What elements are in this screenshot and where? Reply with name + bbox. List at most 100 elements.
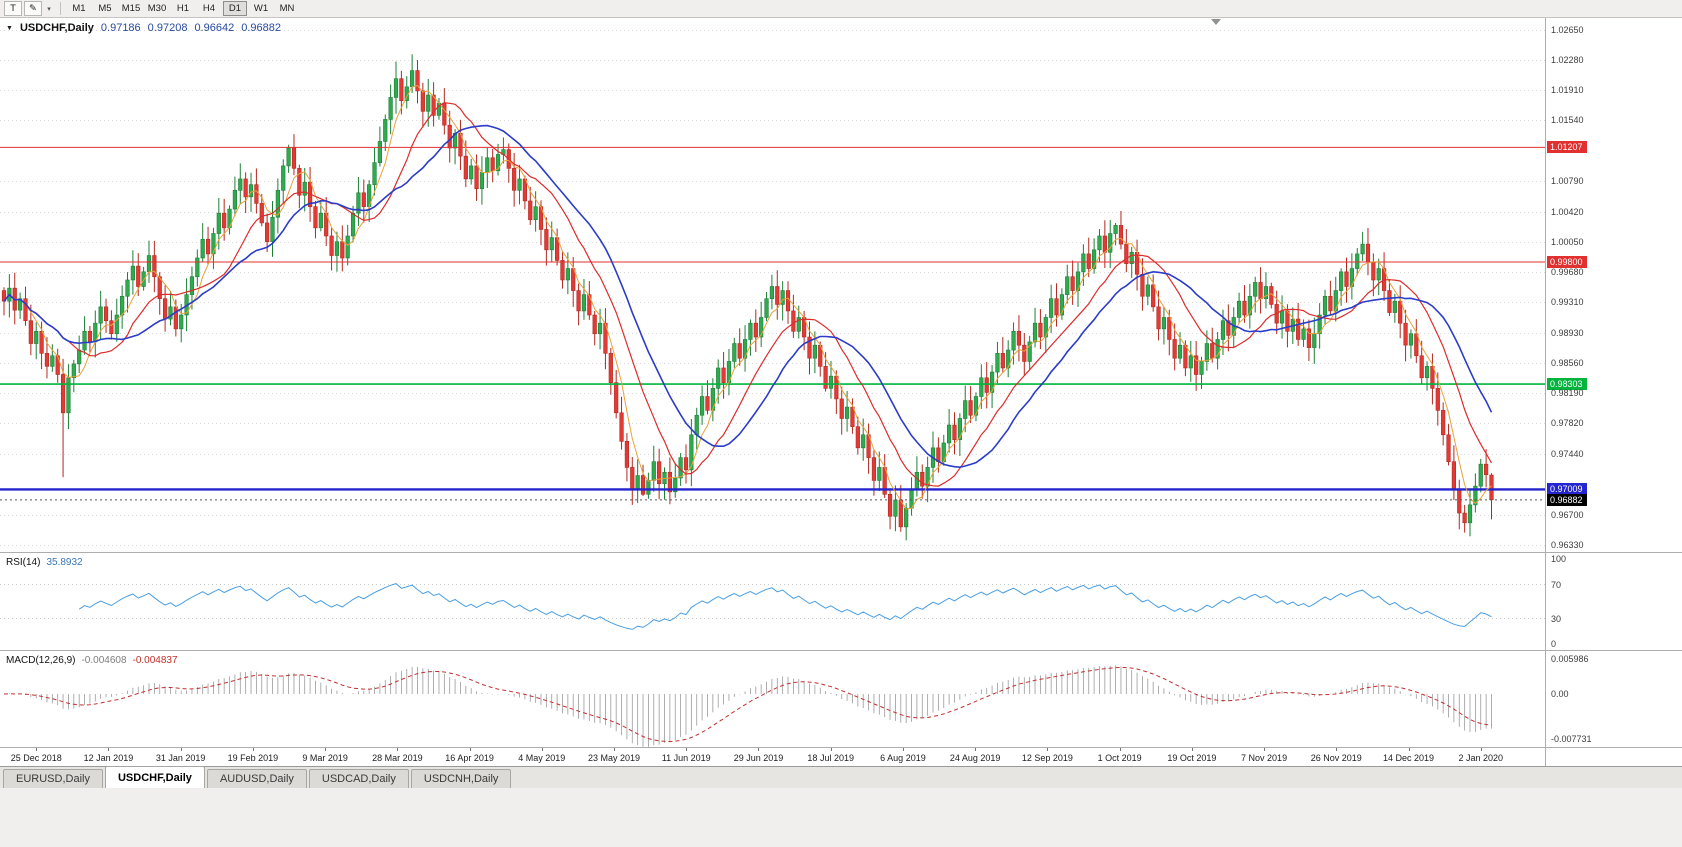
price-axis-label: 0.98190 (1551, 388, 1584, 399)
tools-dropdown-button[interactable]: ▾ (47, 5, 51, 13)
rsi-value: 35.8932 (46, 557, 83, 568)
period-button-m5[interactable]: M5 (98, 3, 112, 14)
level-price-label: 0.97009 (1547, 483, 1587, 496)
rsi-panel-canvas[interactable] (0, 553, 1545, 650)
time-axis-label: 7 Nov 2019 (1241, 753, 1288, 763)
period-button-h1[interactable]: H1 (176, 3, 190, 14)
tab-usdcad[interactable]: USDCAD,Daily (308, 769, 409, 788)
price-chart-canvas[interactable] (0, 18, 1545, 552)
macd-axis-label: -0.007731 (1551, 734, 1592, 745)
drawing-tools-button[interactable]: ✎ (24, 1, 42, 16)
time-axis-tick (902, 748, 904, 751)
time-axis-label: 11 Jun 2019 (661, 753, 711, 763)
time-axis-tick (686, 748, 688, 751)
macd-main-value: -0.004608 (81, 655, 127, 666)
chart-shift-marker (1211, 19, 1221, 25)
chart-tab-bar: EURUSD,Daily USDCHF,Daily AUDUSD,Daily USDC… (0, 766, 1682, 788)
time-axis-tick (1480, 748, 1482, 751)
time-axis-label: 4 May 2019 (518, 753, 566, 763)
level-price-label: 1.01207 (1547, 141, 1587, 154)
time-axis-label: 19 Oct 2019 (1167, 753, 1217, 763)
time-axis-label: 26 Nov 2019 (1310, 753, 1362, 763)
price-axis-label: 0.97440 (1551, 449, 1584, 460)
time-axis-tick (541, 748, 543, 751)
price-axis-label: 1.00050 (1551, 236, 1584, 247)
time-axis[interactable]: 25 Dec 2018 12 Jan 2019 31 Jan 2019 19 Feb … (0, 748, 1545, 766)
level-price-label: 0.98303 (1547, 378, 1587, 391)
ohlc-close: 0.96882 (241, 22, 281, 34)
period-button-m1[interactable]: M1 (72, 3, 86, 14)
time-axis-label: 2 Jan 2020 (1458, 753, 1504, 763)
time-axis-tick (108, 748, 110, 751)
time-axis-label: 9 Mar 2019 (302, 753, 348, 763)
time-axis-label: 1 Oct 2019 (1097, 753, 1142, 763)
rsi-axis-label: 70 (1551, 579, 1562, 590)
price-axis-label: 0.99680 (1551, 266, 1584, 277)
price-axis-label: 0.96700 (1551, 509, 1584, 520)
chart-symbol-label: USDCHF,Daily (19, 22, 94, 34)
rsi-axis-label: 30 (1551, 613, 1562, 624)
macd-panel-canvas[interactable] (0, 651, 1545, 747)
price-axis-label: 1.01540 (1551, 115, 1584, 126)
panel-separator-rsi[interactable] (0, 552, 1682, 553)
time-axis-tick (975, 748, 977, 751)
period-button-d1[interactable]: D1 (223, 1, 247, 16)
tab-eurusd[interactable]: EURUSD,Daily (3, 769, 103, 788)
time-axis-tick (180, 748, 182, 751)
time-axis-tick (1336, 748, 1338, 751)
time-axis-tick (36, 748, 38, 751)
macd-axis-label: 0.005986 (1551, 654, 1589, 665)
price-axis-label: 1.02280 (1551, 54, 1584, 65)
ma-line-5 (3, 85, 1492, 510)
time-axis-label: 31 Jan 2019 (155, 753, 206, 763)
toolbar-separator (60, 2, 61, 15)
time-axis-tick (758, 748, 760, 751)
time-axis-label: 25 Dec 2018 (10, 753, 62, 763)
price-axis-label: 1.00420 (1551, 206, 1584, 217)
time-axis-tick (1119, 748, 1121, 751)
price-axis-label: 0.96330 (1551, 539, 1584, 550)
period-button-h4[interactable]: H4 (202, 3, 216, 14)
ohlc-open: 0.97186 (100, 22, 141, 34)
period-button-w1[interactable]: W1 (253, 3, 269, 14)
ma-line-21 (3, 124, 1493, 469)
time-axis-tick (252, 748, 254, 751)
time-axis-tick (397, 748, 399, 751)
rsi-line (78, 583, 1492, 630)
period-button-m15[interactable]: M15 (121, 3, 141, 14)
chart-title: ▼ USDCHF,Daily 0.97186 0.97208 0.96642 0… (6, 22, 281, 34)
macd-signal-value: -0.004837 (132, 655, 178, 666)
period-button-mn[interactable]: MN (279, 3, 295, 14)
price-axis-label: 1.01910 (1551, 85, 1584, 96)
tab-usdchf[interactable]: USDCHF,Daily (104, 766, 205, 788)
macd-header: MACD(12,26,9) -0.004608 -0.004837 (6, 655, 178, 666)
panel-separator-macd[interactable] (0, 650, 1682, 651)
time-axis-tick (1408, 748, 1410, 751)
time-axis-label: 16 Apr 2019 (445, 753, 494, 763)
current-price-label: 0.96882 (1547, 493, 1587, 506)
price-axis-label: 0.98560 (1551, 358, 1584, 369)
time-axis-tick (1264, 748, 1266, 751)
status-area (0, 788, 1682, 847)
tab-audusd[interactable]: AUDUSD,Daily (206, 769, 307, 788)
time-axis-label: 23 May 2019 (588, 753, 641, 763)
rsi-label: RSI(14) (6, 557, 41, 568)
price-axis-separator (1545, 18, 1546, 766)
candles (1, 54, 1494, 541)
time-axis-tick (469, 748, 471, 751)
chart-menu-icon[interactable]: ▼ (6, 24, 13, 32)
tab-usdcnh[interactable]: USDCNH,Daily (410, 769, 512, 788)
time-axis-label: 19 Feb 2019 (227, 753, 279, 763)
macd-label: MACD(12,26,9) (6, 655, 76, 666)
time-axis-tick (325, 748, 327, 751)
time-axis-tick (1191, 748, 1193, 751)
price-axis-label: 0.99310 (1551, 296, 1584, 307)
chart-area: ▼ USDCHF,Daily 0.97186 0.97208 0.96642 0… (0, 18, 1682, 766)
time-axis-tick (830, 748, 832, 751)
period-button-m30[interactable]: M30 (147, 3, 167, 14)
text-tool-button[interactable]: T (4, 1, 22, 16)
time-axis-label: 18 Jul 2019 (807, 753, 854, 763)
ohlc-high: 0.97208 (147, 22, 188, 34)
price-axis-label: 1.00790 (1551, 176, 1584, 187)
